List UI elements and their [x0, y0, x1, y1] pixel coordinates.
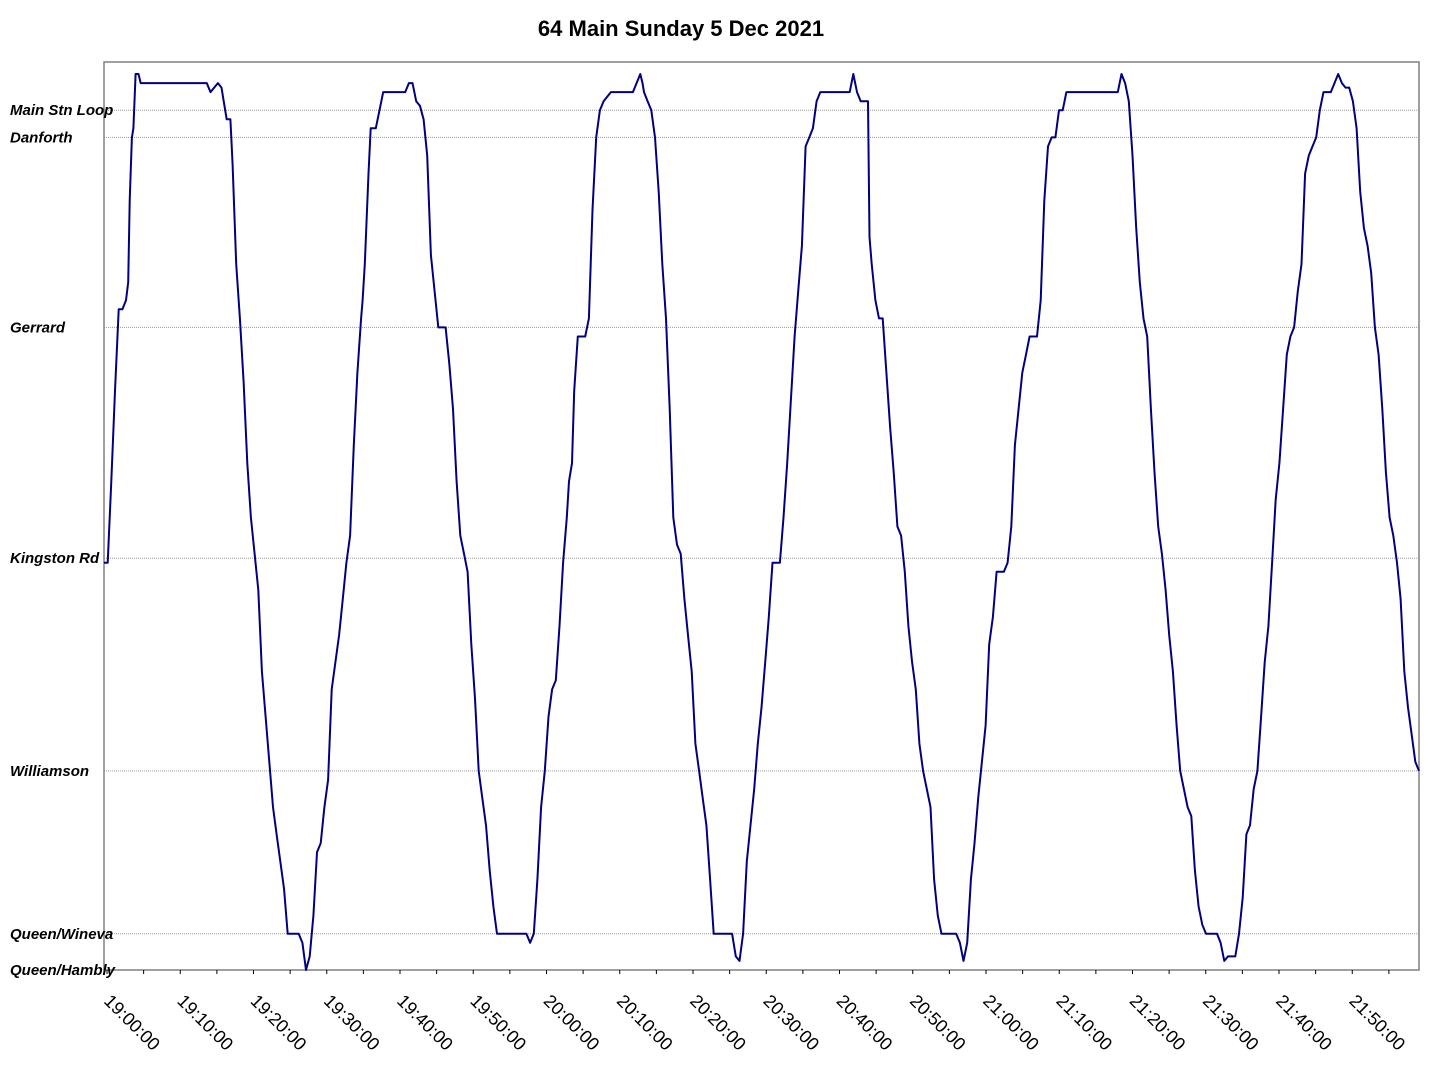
x-tick-label: 21:40:00 [1272, 991, 1336, 1055]
x-tick-label: 20:50:00 [906, 991, 970, 1055]
x-axis-labels: 19:00:00 19:10:00 19:20:00 19:30:00 19:40:00… [100, 991, 1409, 1055]
stop-label: Main Stn Loop [10, 102, 113, 119]
chart-title: 64 Main Sunday 5 Dec 2021 [537, 16, 825, 41]
x-tick-label: 20:10:00 [613, 991, 677, 1055]
stop-label: Gerrard [10, 319, 66, 336]
x-tick-label: 19:20:00 [247, 991, 311, 1055]
stop-label: Kingston Rd [10, 550, 100, 567]
x-tick-label: 19:30:00 [320, 991, 384, 1055]
x-tick-label: 20:30:00 [759, 991, 823, 1055]
gridlines [104, 109, 1419, 935]
x-tick-label: 19:50:00 [466, 991, 530, 1055]
x-tick-label: 21:20:00 [1126, 991, 1190, 1055]
series-line-0 [104, 73, 1420, 971]
x-tick-label: 19:00:00 [100, 991, 164, 1055]
x-tick-label: 19:40:00 [393, 991, 457, 1055]
plot-frame [103, 61, 1420, 971]
stop-label: Queen/Wineva [10, 926, 113, 943]
y-axis-labels: Main Stn Loop Danforth Gerrard Kingston Rd W… [10, 102, 116, 979]
x-tick-label: 21:30:00 [1199, 991, 1263, 1055]
x-tick-label: 21:00:00 [979, 991, 1043, 1055]
stop-label: Queen/Hambly [10, 962, 116, 979]
stop-label: Williamson [10, 763, 89, 780]
stop-label: Danforth [10, 129, 73, 146]
x-tick-label: 21:10:00 [1052, 991, 1116, 1055]
x-tick-label: 20:40:00 [833, 991, 897, 1055]
x-tick-label: 21:50:00 [1345, 991, 1409, 1055]
x-axis-ticks [106, 970, 1390, 974]
x-tick-label: 20:20:00 [686, 991, 750, 1055]
x-tick-label: 19:10:00 [173, 991, 237, 1055]
x-tick-label: 20:00:00 [540, 991, 604, 1055]
series-layer [104, 73, 1420, 971]
